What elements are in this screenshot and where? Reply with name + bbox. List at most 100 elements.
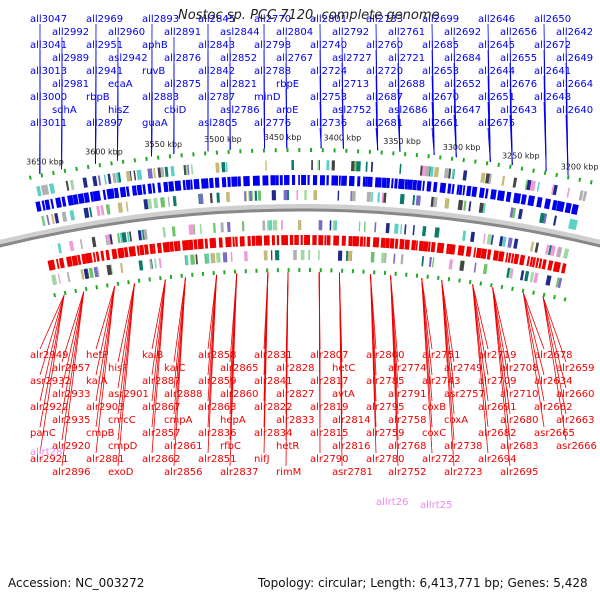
ring-tick [470,280,471,284]
forward-gene [313,175,317,185]
forward-gene [462,185,465,195]
reverse-gene-label: alr2815 [310,428,348,439]
reverse-gene [124,247,129,257]
reverse-gene [458,245,465,256]
ring-tick [65,291,66,295]
forward-gene [301,175,306,185]
forward-gene-label: all2642 [556,27,593,38]
ring-tick [75,289,76,293]
ring-tick [41,173,42,177]
forward-gene [175,181,182,192]
feature-block [535,242,539,252]
ring-tick [475,160,476,164]
forward-gene-label: all2798 [254,40,291,51]
feature-block [520,270,524,280]
reverse-gene-label: alr2785 [366,376,404,387]
forward-gene [433,182,438,192]
ring-tick [498,163,499,167]
forward-gene [368,177,373,187]
forward-gene [536,197,542,208]
reverse-gene-label: hetR [276,441,299,452]
reverse-gene [498,251,505,262]
reverse-gene-label: alr2758 [388,415,426,426]
forward-gene [391,178,394,188]
reverse-gene-label: alr2865 [220,363,258,374]
feature-block [46,215,50,225]
forward-gene [114,188,119,198]
feature-block [80,269,84,279]
feature-block [318,250,320,260]
forward-gene-label: all2648 [534,92,571,103]
forward-gene-label: all2761 [388,27,425,38]
feature-block [96,206,100,216]
feature-block [190,255,195,265]
feature-block [153,168,156,178]
feature-block [518,209,523,220]
reverse-gene [240,236,245,246]
feature-block [401,254,404,264]
forward-gene [479,188,485,199]
forward-gene-label: all2650 [534,14,571,25]
reverse-gene [111,249,117,260]
tick-label: 3550 kbp [144,140,182,149]
forward-gene-label: all2640 [556,105,593,116]
reverse-gene-label: asr2666 [556,441,597,452]
forward-gene-label: all2852 [220,53,257,64]
reverse-gene-label: kaiC [164,363,186,374]
reverse-gene [395,239,399,249]
feature-block [383,193,386,203]
leader-line [473,284,488,349]
feature-block [394,224,399,234]
forward-gene [326,175,329,185]
feature-block [226,162,228,172]
feature-block [530,272,535,282]
forward-gene [163,182,168,192]
forward-gene [365,177,368,187]
reverse-gene-label: alr2768 [388,441,426,452]
reverse-gene-label: alr2957 [52,363,90,374]
reverse-gene [225,237,231,247]
reverse-gene [169,242,174,252]
feature-block [366,162,368,172]
reverse-gene [404,240,410,250]
feature-block [377,192,380,202]
feature-block [371,252,375,262]
forward-gene [237,176,241,186]
feature-block [352,191,356,201]
ring-tick [491,283,492,287]
ring-tick [128,280,129,284]
reverse-gene [381,238,386,248]
feature-block [172,226,176,236]
ring-tick [510,165,511,169]
leader-line [96,286,115,349]
forward-gene-label: aroE [276,105,298,116]
feature-block [200,224,202,234]
reverse-gene [366,237,370,247]
forward-gene [132,185,137,195]
feature-block [106,204,111,214]
reverse-gene-label: alr2710 [500,389,538,400]
feature-block [104,174,107,184]
leader-line [523,293,544,349]
forward-gene [506,192,512,203]
feature-block [400,224,402,234]
feature-block [468,201,471,211]
ring-tick [76,167,77,171]
feature-block [308,250,310,260]
feature-block [530,242,534,252]
feature-block [348,251,353,261]
reverse-gene [431,242,436,252]
forward-gene-label: all2776 [254,118,291,129]
feature-block [51,214,55,224]
ring-tick [480,282,481,286]
tick-label: 3250 kbp [502,151,540,160]
reverse-gene-label: alr2800 [366,350,404,361]
reverse-gene [252,236,256,246]
ring-tick [545,171,546,175]
forward-gene [50,199,54,209]
reverse-gene [526,256,530,266]
feature-block [298,220,301,230]
forward-gene-label: all2787 [198,92,235,103]
reverse-gene [423,241,429,251]
ring-tick [118,282,119,286]
